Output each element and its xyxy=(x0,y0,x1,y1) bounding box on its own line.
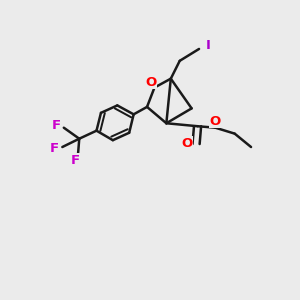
Text: I: I xyxy=(206,40,210,52)
Text: F: F xyxy=(50,142,58,155)
Text: F: F xyxy=(52,119,61,132)
Text: O: O xyxy=(145,76,157,89)
Text: O: O xyxy=(182,137,193,150)
Text: O: O xyxy=(210,115,221,128)
Text: F: F xyxy=(71,154,80,166)
